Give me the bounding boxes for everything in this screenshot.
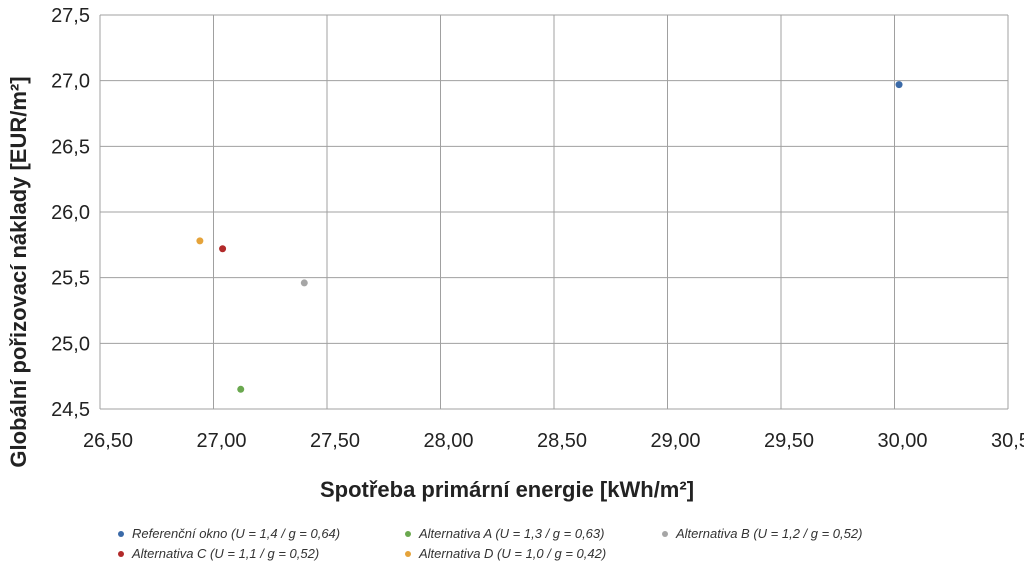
legend-item-alternativa-a: Alternativa A (U = 1,3 / g = 0,63) <box>405 526 604 541</box>
x-tick-label: 29,50 <box>764 430 814 452</box>
x-tick-label: 27,50 <box>310 430 360 452</box>
data-points <box>196 81 903 393</box>
legend-item-alternativa-d: Alternativa D (U = 1,0 / g = 0,42) <box>405 546 606 561</box>
y-tick-label: 24,5 <box>51 399 90 421</box>
legend-label: Alternativa C (U = 1,1 / g = 0,52) <box>132 546 320 561</box>
legend-label: Alternativa D (U = 1,0 / g = 0,42) <box>419 546 607 561</box>
legend-marker <box>118 550 124 557</box>
x-tick-label: 26,50 <box>83 430 133 452</box>
legend-marker <box>662 530 668 537</box>
scatter-chart: 27,527,026,526,025,525,024,5 26,50 27,00 2… <box>6 5 1024 502</box>
legend-item-referencni-okno: Referenční okno (U = 1,4 / g = 0,64) <box>118 526 340 541</box>
y-tick-labels: 27,5 27,0 26,5 26,0 25,5 25,0 24,5 <box>51 5 90 421</box>
y-tick-label: 25,5 <box>51 268 90 290</box>
x-tick-label: 30,00 <box>877 430 927 452</box>
x-tick-labels: 26,50 27,00 27,50 28,00 28,50 29,00 29,50 30,00… <box>83 430 1024 452</box>
x-tick-label: 28,00 <box>423 430 473 452</box>
legend-marker <box>405 530 411 537</box>
legend: Referenční okno (U = 1,4 / g = 0,64) Alt… <box>0 522 1024 566</box>
y-tick-label: 26,0 <box>51 202 90 224</box>
legend-item-alternativa-b: Alternativa B (U = 1,2 / g = 0,52) <box>662 526 862 541</box>
data-point-3 <box>219 245 227 253</box>
legend-label: Alternativa B (U = 1,2 / g = 0,52) <box>676 526 863 541</box>
legend-marker <box>118 530 124 537</box>
x-tick-label: 27,00 <box>196 430 246 452</box>
data-point-1 <box>237 385 245 393</box>
x-axis-title: Spotřeba primární energie [kWh/m²] <box>320 477 694 502</box>
x-tick-label: 30,50 <box>991 430 1024 452</box>
x-tick-label: 29,00 <box>650 430 700 452</box>
legend-marker <box>405 550 411 557</box>
data-point-0 <box>895 81 903 89</box>
y-tick-label: 25,0 <box>51 333 90 355</box>
data-point-4 <box>196 237 204 245</box>
data-point-2 <box>300 279 308 287</box>
x-tick-label: 28,50 <box>537 430 587 452</box>
y-tick-label: 27,5 <box>51 5 90 27</box>
grid <box>99 14 1009 410</box>
legend-label: Referenční okno (U = 1,4 / g = 0,64) <box>132 526 341 541</box>
legend-label: Alternativa A (U = 1,3 / g = 0,63) <box>419 526 605 541</box>
legend-item-alternativa-c: Alternativa C (U = 1,1 / g = 0,52) <box>118 546 319 561</box>
y-tick-label: 27,0 <box>51 71 90 93</box>
y-tick-label: 26,5 <box>51 136 90 158</box>
y-axis-title: Globální pořizovací náklady [EUR/m²] <box>6 76 31 467</box>
